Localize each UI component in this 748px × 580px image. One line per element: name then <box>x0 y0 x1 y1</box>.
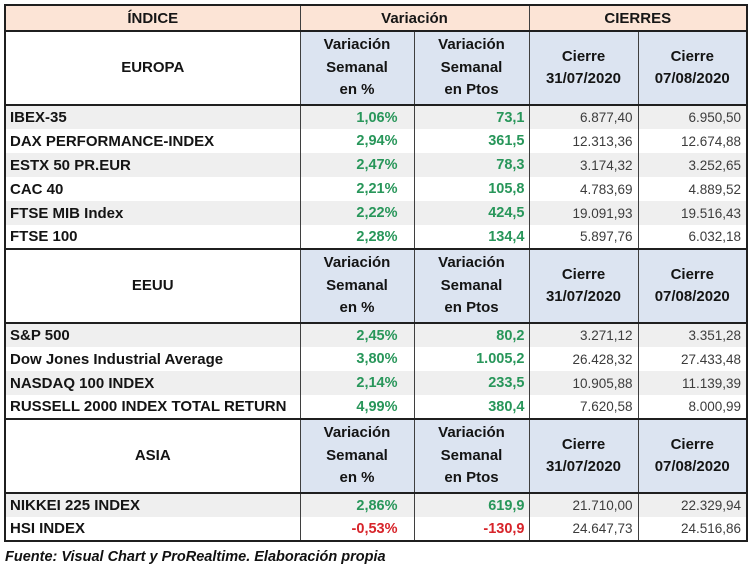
col-header-close-prev: Cierre 31/07/2020 <box>528 30 638 106</box>
table-row: Dow Jones Industrial Average 3,80% 1.005… <box>5 347 747 371</box>
subheader-row-eeuu: EEUU Variación Semanal en % Variación Se… <box>5 248 747 324</box>
weekly-pts-cell: 619,9 <box>413 493 529 517</box>
weekly-pct-cell: 2,45% <box>299 323 414 347</box>
close-prev-cell: 26.428,32 <box>528 347 638 371</box>
col-header-close-last: Cierre 07/08/2020 <box>637 248 747 324</box>
close-last-cell: 12.674,88 <box>637 129 747 153</box>
table-row: NASDAQ 100 INDEX 2,14% 233,5 10.905,88 1… <box>5 371 747 395</box>
table-row: IBEX-35 1,06% 73,1 6.877,40 6.950,50 <box>5 105 747 129</box>
subheader-row-europa: EUROPA Variación Semanal en % Variación … <box>5 30 747 106</box>
section-asia: ASIA Variación Semanal en % Variación Se… <box>5 418 747 541</box>
close-prev-cell: 5.897,76 <box>528 225 638 249</box>
weekly-pts-cell: 134,4 <box>413 225 529 249</box>
close-prev-cell: 19.091,93 <box>528 201 638 225</box>
col-header-close-last: Cierre 07/08/2020 <box>637 418 747 494</box>
weekly-pts-cell: 380,4 <box>413 395 529 419</box>
weekly-pts-cell: 233,5 <box>413 371 529 395</box>
table-row: NIKKEI 225 INDEX 2,86% 619,9 21.710,00 2… <box>5 493 747 517</box>
table-row: CAC 40 2,21% 105,8 4.783,69 4.889,52 <box>5 177 747 201</box>
table-row: FTSE 100 2,28% 134,4 5.897,76 6.032,18 <box>5 225 747 249</box>
index-name-cell: ESTX 50 PR.EUR <box>10 156 131 174</box>
table-row: ESTX 50 PR.EUR 2,47% 78,3 3.174,32 3.252… <box>5 153 747 177</box>
weekly-pct-cell: 3,80% <box>299 347 414 371</box>
weekly-pts-cell: 424,5 <box>413 201 529 225</box>
close-last-cell: 6.950,50 <box>637 105 747 129</box>
weekly-pts-cell: 73,1 <box>413 105 529 129</box>
weekly-pts-cell: 361,5 <box>413 129 529 153</box>
weekly-pct-cell: 2,22% <box>299 201 414 225</box>
table-row: HSI INDEX -0,53% -130,9 24.647,73 24.516… <box>5 517 747 541</box>
header-indice: ÍNDICE <box>5 5 300 32</box>
index-name-cell: NIKKEI 225 INDEX <box>10 497 141 514</box>
close-last-cell: 11.139,39 <box>637 371 747 395</box>
index-name-cell: FTSE 100 <box>10 228 78 245</box>
header-cierres: CIERRES <box>528 5 747 32</box>
col-header-weekly-pct: Variación Semanal en % <box>299 248 414 324</box>
col-header-weekly-pts: Variación Semanal en Ptos <box>413 248 529 324</box>
section-europa: EUROPA Variación Semanal en % Variación … <box>5 30 747 249</box>
table-header-row: ÍNDICE Variación CIERRES <box>5 5 747 32</box>
index-name-cell: NASDAQ 100 INDEX <box>10 374 155 392</box>
table-row: DAX PERFORMANCE-INDEX 2,94% 361,5 12.313… <box>5 129 747 153</box>
weekly-pts-cell: 105,8 <box>413 177 529 201</box>
close-last-cell: 24.516,86 <box>637 517 747 541</box>
col-header-close-prev: Cierre 31/07/2020 <box>528 418 638 494</box>
table-row: S&P 500 2,45% 80,2 3.271,12 3.351,28 <box>5 323 747 347</box>
indices-table: ÍNDICE Variación CIERRES EUROPA Variació… <box>4 4 748 542</box>
close-last-cell: 8.000,99 <box>637 395 747 419</box>
close-prev-cell: 12.313,36 <box>528 129 638 153</box>
col-header-weekly-pct: Variación Semanal en % <box>299 418 414 494</box>
index-name-cell: FTSE MIB Index <box>10 204 124 222</box>
weekly-pct-cell: -0,53% <box>299 517 414 541</box>
weekly-pct-cell: 2,14% <box>299 371 414 395</box>
close-prev-cell: 4.783,69 <box>528 177 638 201</box>
section-label-europa: EUROPA <box>5 30 300 106</box>
header-variacion: Variación <box>299 5 529 32</box>
weekly-pct-cell: 2,94% <box>299 129 414 153</box>
weekly-pts-cell: 80,2 <box>413 323 529 347</box>
col-header-weekly-pct: Variación Semanal en % <box>299 30 414 106</box>
weekly-pct-cell: 2,21% <box>299 177 414 201</box>
weekly-pct-cell: 4,99% <box>299 395 414 419</box>
index-name-cell: DAX PERFORMANCE-INDEX <box>10 132 215 150</box>
index-name-cell: HSI INDEX <box>10 520 86 537</box>
table-row: RUSSELL 2000 INDEX TOTAL RETURN 4,99% 38… <box>5 395 747 419</box>
col-header-close-prev: Cierre 31/07/2020 <box>528 248 638 324</box>
section-label-eeuu: EEUU <box>5 248 300 324</box>
source-note: Fuente: Visual Chart y ProRealtime. Elab… <box>5 549 386 565</box>
close-last-cell: 6.032,18 <box>637 225 747 249</box>
index-name-cell: Dow Jones Industrial Average <box>10 350 224 368</box>
index-name-cell: RUSSELL 2000 INDEX TOTAL RETURN <box>10 398 287 415</box>
col-header-weekly-pts: Variación Semanal en Ptos <box>413 418 529 494</box>
close-prev-cell: 21.710,00 <box>528 493 638 517</box>
weekly-pct-cell: 1,06% <box>299 105 414 129</box>
index-name-cell: S&P 500 <box>10 327 70 344</box>
index-name-cell: CAC 40 <box>10 180 64 198</box>
close-last-cell: 3.252,65 <box>637 153 747 177</box>
weekly-pct-cell: 2,47% <box>299 153 414 177</box>
close-last-cell: 3.351,28 <box>637 323 747 347</box>
close-last-cell: 4.889,52 <box>637 177 747 201</box>
close-prev-cell: 6.877,40 <box>528 105 638 129</box>
close-prev-cell: 24.647,73 <box>528 517 638 541</box>
close-prev-cell: 10.905,88 <box>528 371 638 395</box>
col-header-weekly-pts: Variación Semanal en Ptos <box>413 30 529 106</box>
weekly-pct-cell: 2,86% <box>299 493 414 517</box>
weekly-pts-cell: 78,3 <box>413 153 529 177</box>
weekly-pts-cell: 1.005,2 <box>413 347 529 371</box>
close-prev-cell: 7.620,58 <box>528 395 638 419</box>
close-last-cell: 22.329,94 <box>637 493 747 517</box>
close-last-cell: 19.516,43 <box>637 201 747 225</box>
section-eeuu: EEUU Variación Semanal en % Variación Se… <box>5 248 747 419</box>
close-prev-cell: 3.271,12 <box>528 323 638 347</box>
section-label-asia: ASIA <box>5 418 300 494</box>
table-row: FTSE MIB Index 2,22% 424,5 19.091,93 19.… <box>5 201 747 225</box>
close-last-cell: 27.433,48 <box>637 347 747 371</box>
weekly-pct-cell: 2,28% <box>299 225 414 249</box>
weekly-pts-cell: -130,9 <box>413 517 529 541</box>
col-header-close-last: Cierre 07/08/2020 <box>637 30 747 106</box>
subheader-row-asia: ASIA Variación Semanal en % Variación Se… <box>5 418 747 494</box>
close-prev-cell: 3.174,32 <box>528 153 638 177</box>
index-name-cell: IBEX-35 <box>10 109 67 126</box>
